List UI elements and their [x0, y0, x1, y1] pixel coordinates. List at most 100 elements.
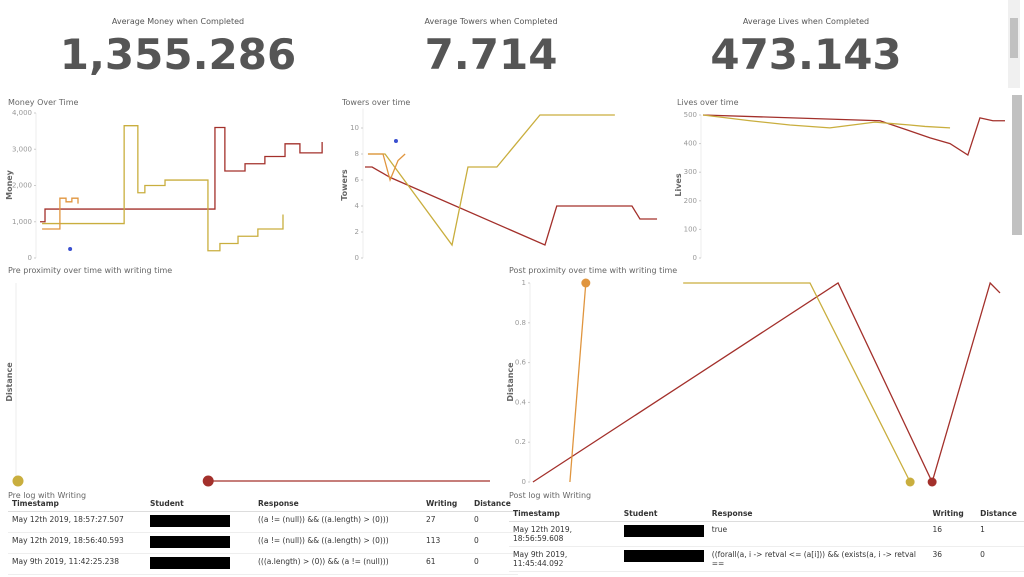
table-title: Pre log with Writing: [8, 491, 86, 500]
panel-title: Post proximity over time with writing ti…: [509, 266, 677, 275]
table-row: May 12th 2019, 18:57:27.507 ((a != (null)…: [8, 511, 518, 533]
y-tick-label: 4: [355, 202, 360, 210]
y-tick-label: 0.2: [515, 438, 526, 446]
scroll-thumb[interactable]: [1010, 18, 1018, 58]
y-axis-label: Lives: [674, 173, 683, 196]
column-header[interactable]: Writing: [422, 496, 470, 512]
redacted-student: [623, 550, 704, 562]
y-tick-label: 0: [355, 254, 359, 262]
column-header[interactable]: Timestamp: [8, 496, 146, 512]
data-point: [202, 475, 214, 487]
table-cell: May 9th 2019, 11:42:25.238: [8, 553, 146, 575]
table-cell: [146, 532, 254, 554]
y-axis-label: Towers: [340, 169, 349, 201]
y-tick-label: 4,000: [12, 109, 32, 117]
table-cell: May 9th 2019, 11:45:44.092: [509, 546, 620, 572]
y-tick-label: 0.4: [515, 398, 527, 406]
redacted-student: [150, 557, 230, 569]
table-cell: May 12th 2019, 18:56:40.593: [8, 532, 146, 554]
y-tick-label: 3,000: [12, 145, 32, 153]
y-axis-label: Distance: [506, 362, 515, 402]
y-tick-label: 200: [684, 197, 697, 205]
log-table: Timestamp Student Response Writing Distance M…: [8, 496, 518, 575]
table-cell: ((a != (null)) && ((a.length) > (0))): [254, 511, 422, 533]
table-title: Post log with Writing: [509, 491, 591, 500]
data-point: [393, 139, 398, 143]
redacted-student: [623, 525, 704, 537]
y-axis-label: Money: [5, 169, 14, 200]
table-cell: 1: [976, 521, 1024, 547]
metric-value: 473.143: [710, 30, 901, 79]
y-tick-label: 10: [350, 124, 359, 132]
data-point: [927, 477, 937, 487]
column-header[interactable]: Distance: [470, 496, 518, 512]
metric-value: 1,355.286: [60, 30, 296, 79]
table-cell: true: [707, 521, 929, 547]
y-tick-label: 0: [693, 254, 697, 262]
table-cell: [146, 553, 254, 575]
metric-label: Average Lives when Completed: [743, 17, 869, 26]
log-table: Timestamp Student Response Writing Distance M…: [509, 506, 1024, 572]
panel-title: Pre proximity over time with writing tim…: [8, 266, 172, 275]
redacted-student: [150, 536, 230, 548]
series-line: [42, 125, 284, 252]
table-cell: May 12th 2019, 18:56:59.608: [509, 521, 620, 547]
column-header[interactable]: Response: [254, 496, 422, 512]
column-header[interactable]: Student: [146, 496, 254, 512]
redacted-student: [150, 515, 230, 527]
table-cell: 0: [976, 546, 1024, 572]
series-line: [569, 282, 587, 483]
y-tick-label: 8: [355, 150, 359, 158]
y-tick-label: 100: [684, 225, 697, 233]
table-row: May 12th 2019, 18:56:40.593 ((a != (null)…: [8, 532, 518, 554]
column-header[interactable]: Timestamp: [509, 506, 620, 522]
series-line: [42, 197, 79, 230]
table-cell: 0: [470, 532, 518, 554]
y-axis-label: Distance: [5, 362, 14, 402]
series-line: [367, 114, 615, 247]
y-tick-label: 1,000: [12, 218, 32, 226]
data-point: [581, 278, 591, 288]
table-cell: May 12th 2019, 18:57:27.507: [8, 511, 146, 533]
column-header[interactable]: Writing: [928, 506, 977, 522]
data-point: [68, 246, 73, 251]
y-tick-label: 0: [28, 254, 32, 262]
series-line: [365, 166, 658, 246]
table-cell: ((forall(a, i -> retval <= (a[i])) && (e…: [707, 546, 929, 572]
table-cell: 16: [928, 521, 977, 547]
metric-value: 7.714: [425, 30, 558, 79]
series-line: [367, 153, 406, 183]
table-cell: [146, 511, 254, 533]
panel-title: Money Over Time: [8, 98, 79, 107]
y-tick-label: 0.8: [515, 319, 526, 327]
table-cell: 0: [470, 553, 518, 575]
panel-title: Lives over time: [677, 98, 739, 107]
y-tick-label: 1: [522, 279, 526, 287]
table-cell: [619, 521, 708, 547]
y-tick-label: 400: [684, 140, 697, 148]
column-header[interactable]: Response: [707, 506, 929, 522]
table-cell: 0: [470, 511, 518, 533]
table-row: May 12th 2019, 18:56:59.608 true 16 1: [509, 521, 1024, 547]
metric-label: Average Towers when Completed: [424, 17, 557, 26]
column-header[interactable]: Distance: [976, 506, 1024, 522]
y-tick-label: 0: [522, 478, 526, 486]
series-line: [40, 126, 323, 223]
y-tick-label: 500: [684, 111, 697, 119]
column-header[interactable]: Student: [619, 506, 708, 522]
y-tick-label: 2,000: [12, 182, 32, 190]
table-cell: 27: [422, 511, 470, 533]
y-tick-label: 300: [684, 168, 697, 176]
y-tick-label: 2: [355, 228, 359, 236]
page-scroll-thumb[interactable]: [1012, 95, 1022, 235]
series-line: [532, 281, 1001, 484]
table-cell: 36: [928, 546, 977, 572]
table-row: May 9th 2019, 11:45:44.092 ((forall(a, i …: [509, 546, 1024, 572]
data-point: [905, 477, 915, 487]
series-line: [683, 282, 911, 483]
table-row: May 9th 2019, 11:42:25.238 (((a.length) >…: [8, 553, 518, 575]
table-cell: [619, 546, 708, 572]
panel-title: Towers over time: [341, 98, 410, 107]
